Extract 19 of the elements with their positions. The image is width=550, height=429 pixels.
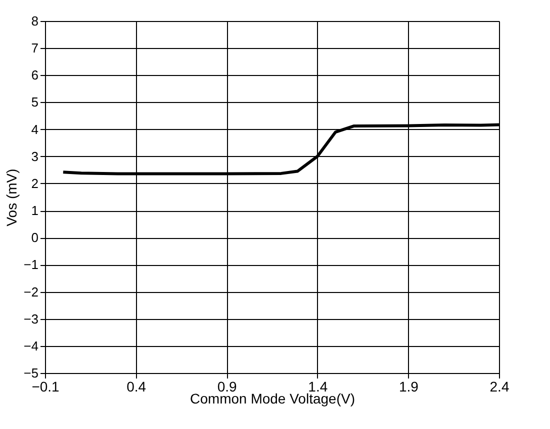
y-tick-label: −2 <box>24 284 38 300</box>
y-tick-label: 1 <box>31 203 38 218</box>
x-tick-label: 1.9 <box>398 378 419 394</box>
x-tick-label: 0.4 <box>126 378 146 394</box>
y-axis-title: Vos (mV) <box>4 168 20 226</box>
y-tick-label: −3 <box>24 311 38 326</box>
y-tick-label: 5 <box>31 94 38 110</box>
y-tick-label: 8 <box>31 14 38 28</box>
y-tick-label: 6 <box>31 68 38 83</box>
y-tick-label: 0 <box>31 230 38 246</box>
y-tick-label: 7 <box>31 40 38 56</box>
y-tick-label: −5 <box>24 366 38 380</box>
y-tick-label: −1 <box>24 257 38 272</box>
y-tick-label: 4 <box>31 122 38 137</box>
y-tick-label: 3 <box>31 148 38 164</box>
x-tick-label: −0.1 <box>32 378 60 394</box>
y-tick-label: −4 <box>24 338 38 354</box>
x-tick-label: 2.4 <box>490 378 510 394</box>
y-tick-label: 2 <box>31 176 38 191</box>
